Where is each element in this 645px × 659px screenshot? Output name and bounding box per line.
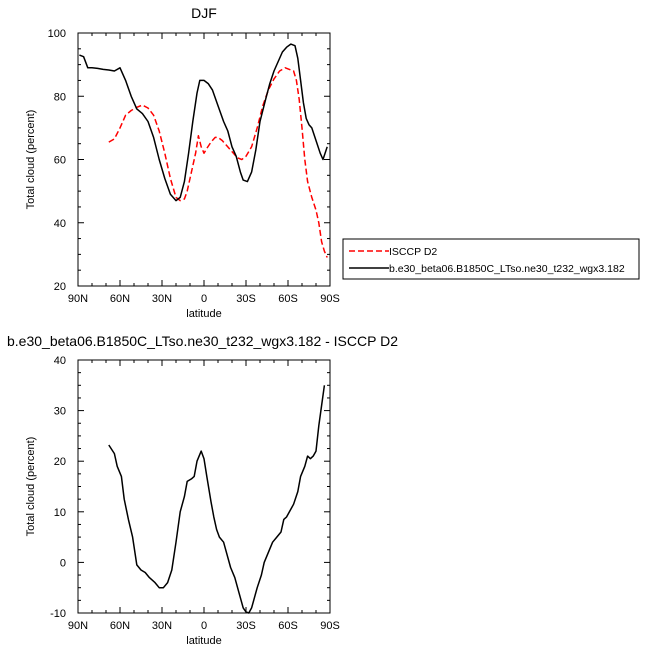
x-tick-label: 30S — [236, 293, 256, 305]
y-tick-label: 100 — [48, 28, 66, 40]
x-tick-label: 0 — [201, 620, 207, 632]
y-axis-label: Total cloud (percent) — [25, 437, 37, 537]
x-tick-label: 30N — [152, 293, 172, 305]
difference-line — [108, 385, 326, 614]
y-tick-label: 80 — [54, 91, 66, 103]
chart-title: b.e30_beta06.B1850C_LTso.ne30_t232_wgx3.… — [7, 333, 398, 349]
y-tick-label: 20 — [54, 281, 66, 293]
legend-label: ISCCP D2 — [389, 246, 437, 258]
y-tick-label: 20 — [54, 456, 66, 468]
x-tick-label: 60N — [110, 620, 130, 632]
legend: ISCCP D2 b.e30_beta06.B1850C_LTso.ne30_t2… — [342, 238, 640, 280]
x-tick-label: 90S — [320, 293, 340, 305]
x-tick-label: 0 — [201, 293, 207, 305]
x-axis-label: latitude — [186, 308, 221, 320]
model-line — [79, 43, 328, 202]
difference-panel: b.e30_beta06.B1850C_LTso.ne30_t232_wgx3.… — [7, 333, 398, 647]
y-tick-label: 30 — [54, 406, 66, 418]
x-tick-label: 60S — [278, 620, 298, 632]
x-tick-label: 90N — [68, 293, 88, 305]
y-tick-label: 0 — [60, 557, 66, 569]
y-tick-label: 60 — [54, 155, 66, 167]
y-tick-label: 10 — [54, 507, 66, 519]
x-tick-label: 60N — [110, 293, 130, 305]
x-tick-label: 60S — [278, 293, 298, 305]
y-tick-label: 40 — [54, 355, 66, 367]
x-tick-label: 30S — [236, 620, 256, 632]
isccp-d2-line — [108, 67, 328, 258]
y-tick-label: -10 — [50, 608, 66, 620]
x-tick-label: 90N — [68, 620, 88, 632]
legend-label: b.e30_beta06.B1850C_LTso.ne30_t232_wgx3.… — [389, 263, 625, 275]
djf-panel: DJF 90N 60N 30N 0 30S 60S 90S 20 40 60 80 100 latitud… — [25, 5, 340, 320]
y-axis-label: Total cloud (percent) — [25, 110, 37, 210]
y-tick-label: 40 — [54, 218, 66, 230]
x-tick-label: 30N — [152, 620, 172, 632]
x-tick-label: 90S — [320, 620, 340, 632]
legend-box — [342, 238, 640, 280]
x-axis-label: latitude — [186, 635, 221, 647]
chart-title: DJF — [191, 5, 217, 21]
plot-frame — [77, 359, 331, 614]
